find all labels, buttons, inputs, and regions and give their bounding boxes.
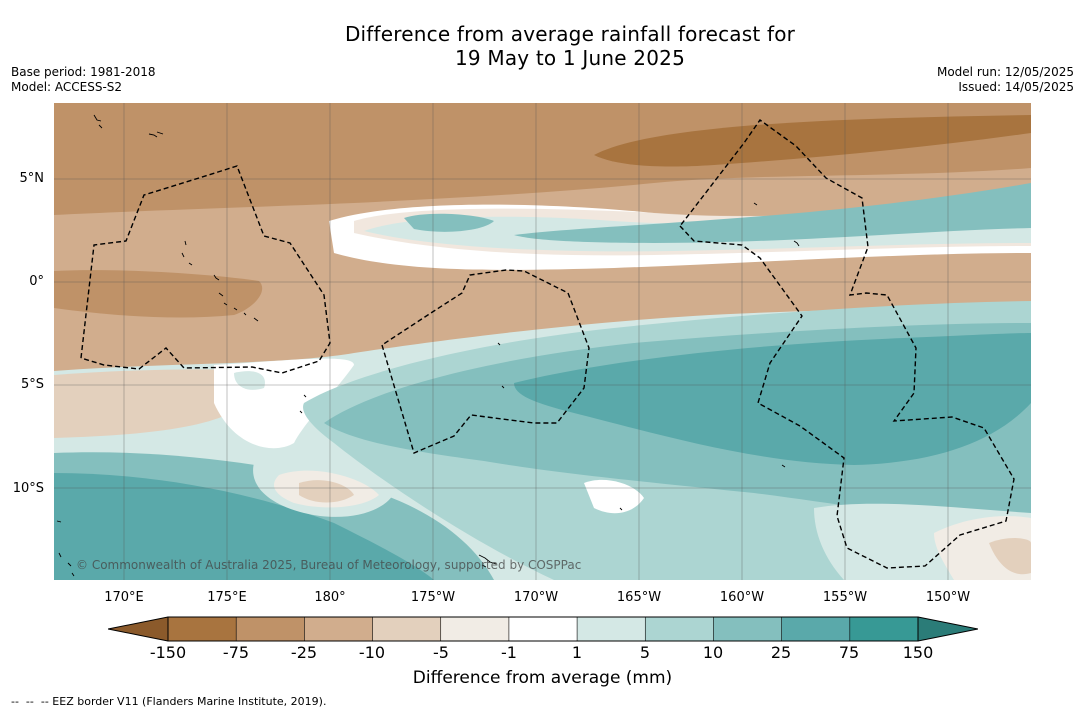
meta-right: Model run: 12/05/2025 Issued: 14/05/2025 [937,65,1074,95]
issued-date: Issued: 14/05/2025 [958,80,1074,94]
colorbar-cell [304,617,374,641]
meta-left: Base period: 1981-2018 Model: ACCESS-S2 [11,65,156,95]
colorbar-cell [440,617,510,641]
title-line-1: Difference from average rainfall forecas… [344,22,796,46]
colorbar-extend-low [108,617,168,641]
lat-label-5s: 5°S [20,377,44,392]
colorbar-tick-label: -5 [433,643,449,662]
colorbar-tick-label: -10 [358,643,386,662]
colorbar-cell [372,617,442,641]
lon-label-170e: 170°E [104,590,144,605]
colorbar-tick-label: -25 [290,643,318,662]
lon-label-165w: 165°W [616,590,662,605]
base-period: Base period: 1981-2018 [11,65,156,79]
colorbar-cell [577,617,646,641]
lon-label-170w: 170°W [513,590,559,605]
colorbar-tick-label: 1 [571,643,583,662]
lon-label-175w: 175°W [410,590,456,605]
colorbar-cell [713,617,783,641]
colorbar-cell [781,617,851,641]
lat-label-0: 0° [29,274,44,289]
lon-label-175e: 175°E [207,590,247,605]
lon-label-180: 180° [314,590,346,605]
colorbar-cell [236,617,305,641]
colorbar-tick-label: -1 [501,643,517,662]
colorbar-cell [645,617,714,641]
lat-label-10s: 10°S [12,481,44,496]
lon-label-150w: 150°W [925,590,971,605]
lon-label-160w: 160°W [719,590,765,605]
rainfall-map [54,103,1031,580]
colorbar-cell [168,617,237,641]
map-title: Difference from average rainfall forecas… [0,22,1085,70]
colorbar-extend-high [918,617,978,641]
colorbar-tick-label: 75 [838,643,860,662]
colorbar-cell [849,617,919,641]
map-canvas [54,103,1031,580]
colorbar-title: Difference from average (mm) [412,668,673,688]
lat-label-5n: 5°N [19,171,45,186]
model-run: Model run: 12/05/2025 [936,65,1074,79]
colorbar-tick-label: 10 [702,643,724,662]
colorbar [108,616,978,642]
colorbar-tick-label: -150 [149,643,187,662]
title-line-2: 19 May to 1 June 2025 [454,46,686,70]
lon-label-155w: 155°W [822,590,868,605]
copyright-notice: © Commonwealth of Australia 2025, Bureau… [76,558,582,572]
colorbar-tick-label: 5 [639,643,651,662]
colorbar-cell [508,617,578,641]
eez-footnote: -- -- -- EEZ border V11 (Flanders Marine… [11,695,327,708]
model-name: Model: ACCESS-S2 [11,80,123,94]
colorbar-tick-label: -75 [222,643,250,662]
colorbar-tick-label: 25 [770,643,792,662]
colorbar-tick-label: 150 [902,643,934,662]
